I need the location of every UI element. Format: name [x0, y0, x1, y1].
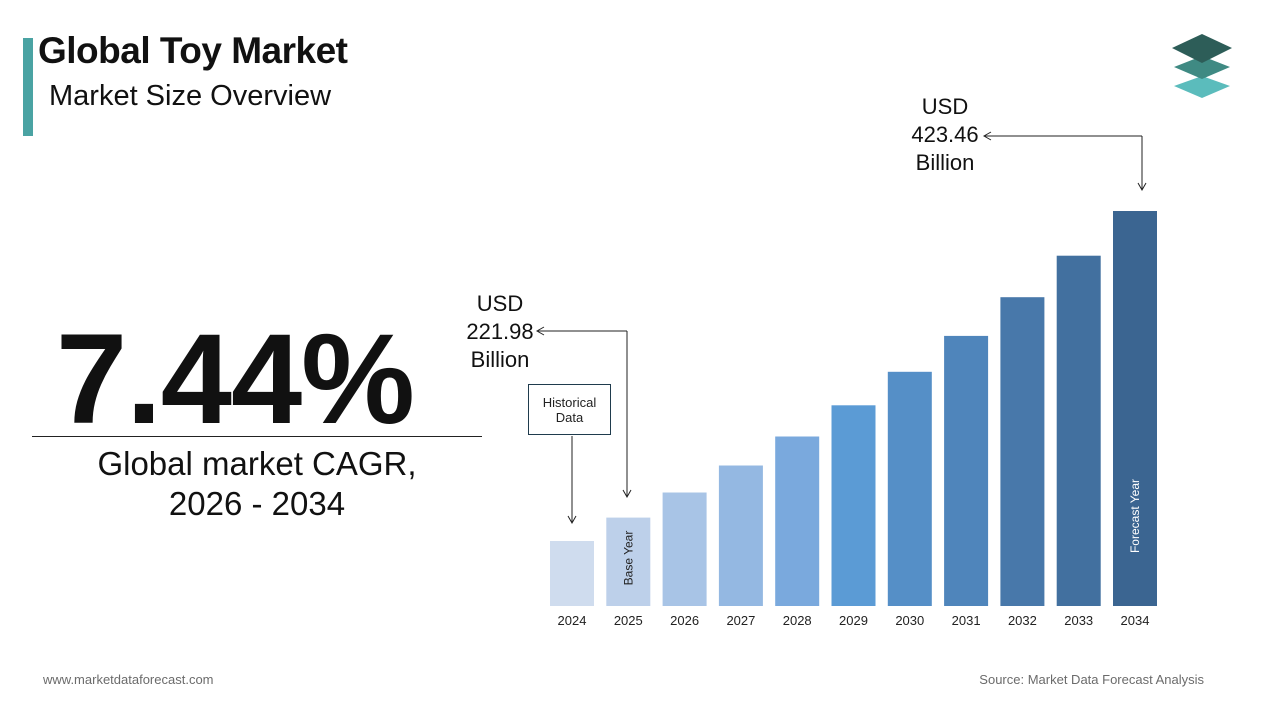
logo-layer-top [1172, 34, 1232, 63]
x-tick-2024: 2024 [558, 613, 587, 628]
cagr-value: 7.44% [56, 308, 415, 451]
cagr-label-line1: Global market CAGR, [97, 445, 417, 482]
bar-2031 [944, 335, 989, 606]
x-tick-labels: 2024 2025 2026 2027 2028 2029 2030 2031 2032 2033… [558, 613, 1150, 628]
footer-source: Source: Market Data Forecast Analysis [979, 672, 1204, 687]
page-subtitle: Market Size Overview [49, 80, 332, 112]
x-tick-2026: 2026 [670, 613, 699, 628]
callout-arrows [535, 131, 1147, 525]
title-accent-bar [23, 38, 33, 136]
x-tick-2031: 2031 [952, 613, 981, 628]
x-tick-2032: 2032 [1008, 613, 1037, 628]
cagr-label: Global market CAGR, 2026 - 2034 [32, 444, 482, 524]
bar-2024 [550, 541, 594, 606]
bar-2033 [1056, 255, 1101, 606]
x-tick-2033: 2033 [1064, 613, 1093, 628]
x-tick-2034: 2034 [1121, 613, 1150, 628]
bar-label-2025: Base Year [621, 531, 635, 586]
bar-2030 [887, 371, 932, 606]
bar-2032 [1000, 297, 1045, 606]
x-tick-2027: 2027 [726, 613, 755, 628]
callout-base-currency: USD [476, 291, 524, 316]
historical-box-line2: Data [555, 409, 584, 425]
cagr-divider [32, 436, 482, 437]
page-title: Global Toy Market [38, 30, 348, 71]
bar-2034 [1113, 211, 1157, 606]
logo-layer-bottom [1174, 76, 1230, 98]
footer-website: www.marketdataforecast.com [43, 672, 214, 687]
callout-base-amount: 221.98 [466, 319, 534, 344]
callout-end-unit: Billion [915, 150, 975, 175]
historical-box-line1: Historical [542, 394, 597, 410]
x-tick-2028: 2028 [783, 613, 812, 628]
bar-2026 [662, 492, 707, 606]
x-tick-2029: 2029 [839, 613, 868, 628]
stacked-layers-icon [1172, 34, 1232, 98]
callout-end-amount: 423.46 [911, 122, 979, 147]
bar-2028 [775, 436, 820, 606]
historical-data-box: Historical Data [528, 384, 611, 435]
bar-2027 [718, 465, 763, 606]
cagr-label-line2: 2026 - 2034 [168, 485, 346, 522]
callout-base-value: USD 221.98 Billion [445, 290, 555, 374]
callout-end-currency: USD [921, 94, 969, 119]
callout-end-value: USD 423.46 Billion [885, 93, 1005, 177]
callout-base-unit: Billion [470, 347, 530, 372]
x-tick-2025: 2025 [614, 613, 643, 628]
bar-2025 [606, 517, 651, 606]
bar-group: Base Year Forecast Year [550, 211, 1157, 606]
logo-layer-middle [1174, 56, 1230, 79]
bar-2029 [831, 405, 876, 606]
bar-label-2034: Forecast Year [1128, 479, 1142, 553]
x-tick-2030: 2030 [895, 613, 924, 628]
